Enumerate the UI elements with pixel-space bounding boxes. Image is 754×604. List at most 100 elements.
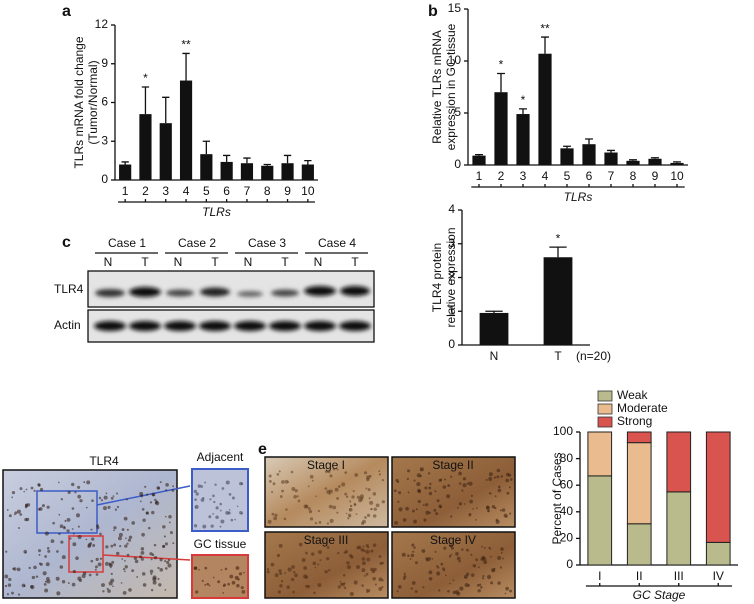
texture-dot <box>417 489 422 494</box>
texture-dot <box>371 569 376 574</box>
texture-dot <box>14 513 16 516</box>
texture-dot <box>52 521 55 525</box>
error-bar <box>497 72 505 93</box>
texture-dot <box>5 550 8 553</box>
texture-dot <box>214 483 217 486</box>
texture-dot <box>86 480 91 485</box>
error-bar <box>549 246 567 258</box>
x-tick-label: 4 <box>542 169 549 183</box>
texture-dot <box>16 509 21 514</box>
texture-dot <box>231 496 235 500</box>
texture-dot <box>344 550 349 554</box>
texture-dot <box>311 479 314 482</box>
tissue-image <box>391 531 516 599</box>
bar <box>179 80 193 180</box>
texture-dot <box>317 563 320 566</box>
texture-dot <box>381 586 384 589</box>
texture-dot <box>425 503 429 507</box>
texture-dot <box>149 501 153 504</box>
texture-dot <box>398 507 403 512</box>
texture-dot <box>152 580 157 585</box>
inset-image <box>191 468 249 532</box>
panel-label: a <box>62 3 71 20</box>
texture-dot <box>122 590 127 595</box>
texture-dot <box>204 583 207 586</box>
y-tick-label: 5 <box>454 105 461 119</box>
texture-dot <box>488 472 493 477</box>
error-bar <box>141 86 150 115</box>
texture-dot <box>342 573 346 577</box>
texture-dot <box>424 486 428 490</box>
texture-dot <box>56 591 61 596</box>
texture-dot <box>157 577 160 581</box>
texture-dot <box>509 589 513 593</box>
x-tick-label: 7 <box>244 184 251 198</box>
texture-dot <box>491 569 494 572</box>
texture-dot <box>139 500 142 503</box>
error-bar <box>475 153 483 156</box>
texture-dot <box>39 487 44 492</box>
bar <box>159 123 172 180</box>
texture-dot <box>455 590 460 594</box>
texture-dot <box>497 581 501 585</box>
texture-dot <box>147 526 151 530</box>
texture-dot <box>286 585 290 589</box>
texture-dot <box>468 481 473 486</box>
texture-dot <box>365 487 368 490</box>
significance: * <box>143 71 148 85</box>
texture-dot <box>126 528 129 531</box>
bar <box>582 144 596 165</box>
texture-dot <box>162 544 166 549</box>
texture-dot <box>436 499 440 503</box>
x-tick-label: I <box>598 569 601 583</box>
texture-dot <box>349 500 352 503</box>
texture-dot <box>411 581 416 585</box>
texture-dot <box>294 573 298 578</box>
texture-dot <box>488 477 493 481</box>
texture-dot <box>292 590 295 594</box>
texture-dot <box>164 567 168 570</box>
bar-segment <box>666 431 692 493</box>
texture-dot <box>119 544 122 548</box>
texture-dot <box>276 553 281 558</box>
texture-dot <box>458 502 463 506</box>
texture-dot <box>217 580 221 584</box>
texture-dot <box>416 482 421 487</box>
bar-segment <box>666 491 692 566</box>
error-bar <box>541 36 549 54</box>
texture-dot <box>212 512 215 515</box>
x-tick-label: 2 <box>142 184 149 198</box>
texture-dot <box>328 493 331 496</box>
texture-dot <box>373 507 377 511</box>
texture-dot <box>219 525 222 528</box>
y-tick-label: 12 <box>95 17 109 31</box>
texture-dot <box>357 545 362 549</box>
texture-dot <box>159 481 162 484</box>
texture-dot <box>141 508 145 511</box>
texture-dot <box>37 549 42 553</box>
texture-dot <box>85 506 88 509</box>
texture-dot <box>491 504 496 509</box>
texture-dot <box>509 512 512 515</box>
texture-dot <box>336 468 339 471</box>
texture-dot <box>308 509 313 514</box>
texture-dot <box>447 484 451 487</box>
bar <box>538 53 552 165</box>
texture-dot <box>450 475 453 478</box>
texture-dot <box>407 469 411 473</box>
texture-dot <box>368 497 371 500</box>
texture-dot <box>327 470 331 474</box>
texture-dot <box>59 524 64 529</box>
texture-dot <box>164 589 167 591</box>
texture-dot <box>427 556 432 561</box>
x-tick-label: 2 <box>498 169 505 183</box>
texture-dot <box>332 467 336 471</box>
texture-dot <box>194 498 197 502</box>
y-tick-label: 0 <box>566 557 573 571</box>
texture-dot <box>152 575 157 580</box>
texture-dot <box>17 593 21 596</box>
texture-dot <box>11 591 14 595</box>
texture-dot <box>46 547 50 550</box>
texture-dot <box>92 543 96 547</box>
